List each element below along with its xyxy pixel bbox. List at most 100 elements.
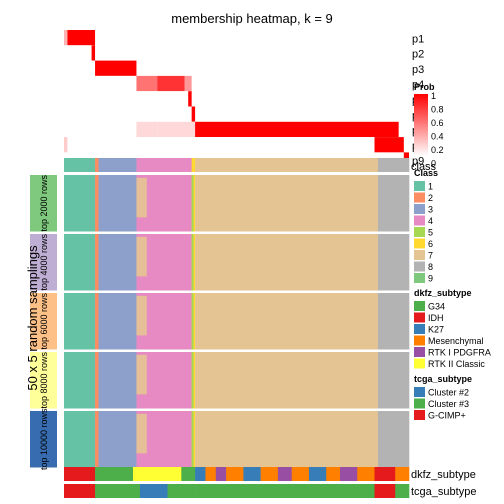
dkfz-cell bbox=[277, 467, 292, 481]
class-legend-label: 1 bbox=[428, 182, 433, 192]
sampling-cell bbox=[95, 234, 99, 291]
sampling-cell bbox=[98, 175, 137, 232]
probability-rows: p1p2p3p4p5p6p7p8p9 bbox=[64, 30, 424, 168]
dkfz-legend-swatch bbox=[414, 347, 425, 357]
group-label: top 2000 rows bbox=[39, 174, 49, 231]
group-separator bbox=[64, 349, 409, 352]
prob-cell bbox=[136, 75, 158, 92]
sampling-cell bbox=[377, 411, 410, 468]
class-legend-label: 6 bbox=[428, 239, 433, 249]
prob-cell bbox=[136, 121, 158, 138]
sampling-cell bbox=[95, 352, 99, 409]
dkfz-legend-swatch bbox=[414, 358, 425, 369]
sampling-variation bbox=[136, 236, 147, 277]
class-cell bbox=[64, 158, 96, 172]
dkfz-legend-label: RTK I PDGFRA bbox=[428, 348, 491, 358]
prob-row-bg bbox=[64, 30, 409, 46]
class-legend-swatch bbox=[414, 204, 425, 214]
sampling-cell bbox=[98, 293, 137, 350]
prob-row-label: p4 bbox=[412, 79, 424, 91]
dkfz-cell bbox=[357, 467, 375, 481]
group-label: top 8000 rows bbox=[39, 351, 49, 408]
class-legend-label: 7 bbox=[428, 251, 433, 261]
sampling-cell bbox=[377, 352, 410, 409]
prob-legend-title: Prob bbox=[414, 82, 435, 92]
group-separator bbox=[64, 231, 409, 234]
prob-legend-gradient bbox=[414, 94, 428, 156]
sampling-variation bbox=[136, 354, 147, 395]
group-label: top 10000 rows bbox=[39, 408, 49, 470]
prob-cell bbox=[95, 60, 137, 76]
prob-cell bbox=[157, 121, 196, 138]
class-cell bbox=[98, 158, 137, 172]
sampling-cell bbox=[195, 175, 379, 232]
class-legend-swatch bbox=[414, 227, 425, 237]
class-cell bbox=[95, 158, 99, 172]
y-side-label: 50 x 5 random samplings bbox=[25, 245, 40, 391]
sampling-cell bbox=[377, 293, 410, 350]
prob-cell bbox=[188, 91, 192, 107]
dkfz-cell bbox=[395, 467, 410, 481]
prob-cell bbox=[191, 106, 196, 122]
tcga-legend-swatch bbox=[414, 398, 425, 409]
dkfz-legend-label: K27 bbox=[428, 325, 444, 335]
tcga-legend-label: Cluster #3 bbox=[428, 399, 469, 409]
dkfz-legend-swatch bbox=[414, 301, 425, 311]
tcga-legend-swatch bbox=[414, 410, 425, 420]
dkfz-cell bbox=[64, 467, 96, 481]
prob-row-bg bbox=[64, 60, 409, 76]
sampling-groups: top 2000 rows top 4000 rows top 6000 rows t… bbox=[30, 174, 410, 470]
tcga-legend-swatch bbox=[414, 387, 425, 397]
tcga-cell bbox=[64, 484, 96, 498]
annotation-rows: dkfz_subtype tcga_subtype bbox=[64, 467, 476, 498]
dkfz-cell bbox=[226, 467, 244, 481]
prob-row-label: p1 bbox=[412, 33, 424, 45]
tcga-legend-label: Cluster #2 bbox=[428, 388, 469, 398]
prob-legend-tick: 0 bbox=[431, 159, 436, 169]
prob-row-label: p9 bbox=[412, 156, 424, 168]
group-label: top 6000 rows bbox=[39, 292, 49, 349]
sampling-variation bbox=[191, 411, 194, 468]
prob-row-label: p2 bbox=[412, 49, 424, 61]
sampling-cell bbox=[64, 411, 96, 468]
dkfz-legend-title: dkfz_subtype bbox=[414, 288, 472, 298]
class-legend-swatch bbox=[414, 250, 425, 260]
dkfz-cell bbox=[133, 467, 182, 481]
prob-cell bbox=[184, 75, 192, 92]
prob-cell bbox=[91, 45, 96, 61]
class-legend-swatch bbox=[414, 261, 425, 272]
prob-row-bg bbox=[64, 75, 409, 92]
group-bar bbox=[30, 352, 57, 409]
group-label: top 4000 rows bbox=[39, 233, 49, 290]
class-cell bbox=[195, 158, 379, 172]
sampling-cell bbox=[195, 293, 379, 350]
dkfz-cell bbox=[205, 467, 217, 481]
sampling-cell bbox=[195, 411, 379, 468]
class-cell bbox=[377, 158, 410, 172]
group-bar bbox=[30, 175, 57, 232]
dkfz-cell bbox=[308, 467, 327, 481]
tcga-cell bbox=[139, 484, 168, 498]
dkfz-cell bbox=[243, 467, 261, 481]
prob-legend-tick: 0.8 bbox=[431, 105, 444, 115]
annotation-label: tcga_subtype bbox=[411, 486, 476, 498]
prob-legend-tick: 0.6 bbox=[431, 118, 444, 128]
dkfz-legend-label: IDH bbox=[428, 313, 444, 323]
class-legend-label: 5 bbox=[428, 228, 433, 238]
prob-legend-tick: 0.4 bbox=[431, 132, 444, 142]
dkfz-cell bbox=[326, 467, 341, 481]
sampling-variation bbox=[136, 413, 147, 454]
dkfz-cell bbox=[291, 467, 310, 481]
prob-cell bbox=[195, 121, 399, 138]
sampling-cell bbox=[64, 352, 96, 409]
group-separator bbox=[64, 290, 409, 293]
prob-cell bbox=[67, 30, 96, 46]
sampling-cell bbox=[95, 293, 99, 350]
sampling-cell bbox=[377, 175, 410, 232]
tcga-cell bbox=[167, 484, 196, 498]
group-bar bbox=[30, 293, 57, 350]
sampling-cell bbox=[64, 293, 96, 350]
class-legend-title: Class bbox=[414, 168, 438, 178]
tcga-legend-title: tcga_subtype bbox=[414, 374, 472, 384]
dkfz-legend-label: G34 bbox=[428, 302, 445, 312]
